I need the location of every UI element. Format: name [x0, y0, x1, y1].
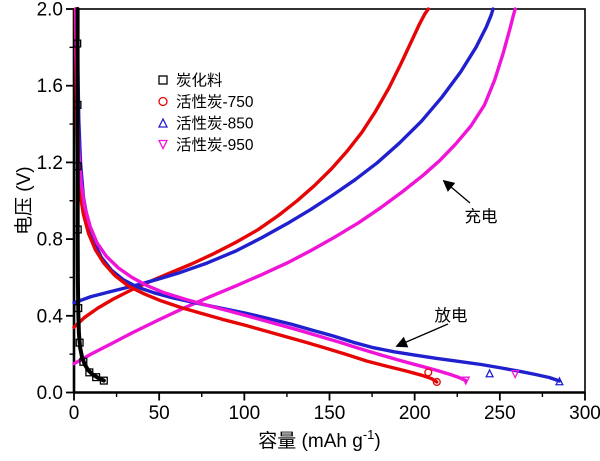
data-marker-炭化料: [73, 100, 82, 109]
y-tick-label: 2.0: [37, 0, 63, 21]
data-marker-炭化料: [85, 368, 94, 377]
series-discharge-活性炭-750: [73, 7, 439, 384]
data-marker-活性炭-750: [424, 368, 433, 377]
y-tick-label: 1.2: [37, 153, 63, 174]
legend-label: 活性炭-750: [176, 93, 254, 111]
legend-item: 炭化料: [158, 72, 223, 90]
charge-annotation-label: 充电: [465, 207, 498, 226]
discharge-annotation-label: 放电: [435, 306, 468, 325]
charge-arrow: [442, 179, 471, 204]
x-tick-label: 250: [484, 403, 516, 424]
legend-label: 炭化料: [176, 72, 223, 90]
x-axis-title: 容量 (mAh g-1): [258, 427, 380, 452]
series-charge-活性炭-850: [72, 7, 495, 305]
data-marker-炭化料: [73, 39, 82, 48]
x-tick-label: 200: [399, 403, 431, 424]
x-tick-label: 50: [149, 403, 170, 424]
y-axis-title: 电压 (V): [13, 166, 35, 235]
discharge-arrow: [395, 323, 449, 348]
data-marker-炭化料: [99, 376, 108, 385]
data-marker-炭化料: [92, 373, 101, 382]
data-marker-活性炭-850: [485, 368, 495, 378]
legend-item: 活性炭-950: [157, 136, 254, 154]
x-tick-label: 300: [569, 403, 600, 424]
series-discharge-炭化料: [75, 7, 106, 383]
data-marker-炭化料: [79, 357, 88, 366]
y-tick-label: 0.8: [37, 230, 63, 251]
square-icon: [158, 75, 168, 85]
legend-label: 活性炭-850: [176, 115, 254, 133]
y-tick-label: 0.0: [37, 383, 63, 404]
triangle-down-icon: [157, 139, 169, 150]
legend-item: 活性炭-850: [157, 115, 254, 133]
data-marker-活性炭-950: [510, 370, 520, 379]
x-tick-label: 100: [228, 403, 260, 424]
series-charge-活性炭-750: [72, 7, 430, 329]
x-tick-label: 150: [314, 403, 346, 424]
data-marker-活性炭-750: [432, 377, 441, 387]
triangle-up-icon: [157, 117, 169, 128]
data-marker-炭化料: [73, 225, 82, 234]
series-discharge-活性炭-950: [73, 7, 468, 383]
y-tick-label: 0.4: [37, 306, 64, 327]
data-marker-炭化料: [73, 162, 82, 171]
data-marker-活性炭-950: [461, 376, 471, 386]
y-tick-label: 1.6: [37, 76, 63, 97]
data-marker-炭化料: [74, 304, 83, 313]
x-tick-label: 0: [69, 403, 80, 424]
data-marker-炭化料: [75, 338, 84, 347]
data-marker-活性炭-850: [554, 376, 564, 386]
circle-icon: [158, 96, 168, 107]
legend-label: 活性炭-950: [176, 136, 254, 154]
series-charge-活性炭-950: [72, 7, 517, 366]
legend-item: 活性炭-750: [158, 93, 254, 111]
